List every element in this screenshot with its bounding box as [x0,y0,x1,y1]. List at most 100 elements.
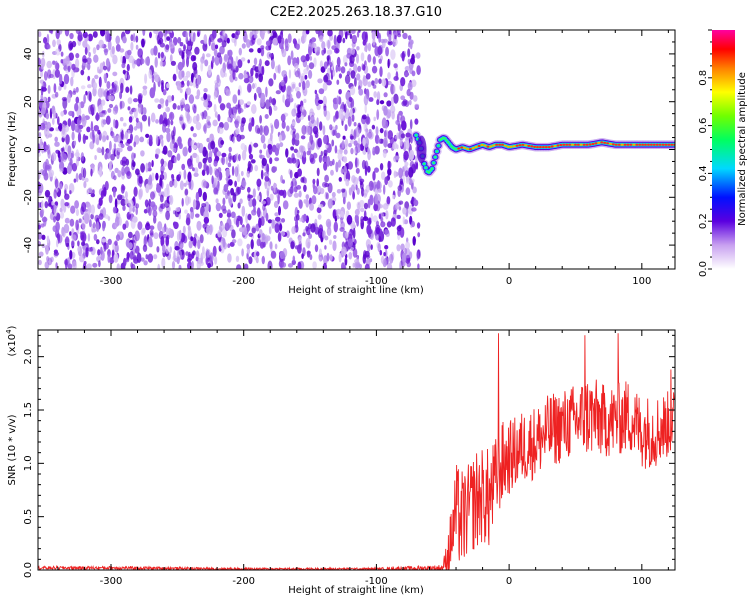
x-tick-label: 0 [506,576,512,587]
noise-blob [310,114,315,124]
noise-blob [321,49,325,56]
noise-blob [94,74,99,80]
noise-blob [59,73,63,85]
noise-blob [128,199,134,208]
noise-blob [320,150,323,157]
noise-blob [192,199,197,210]
noise-blob [258,73,264,83]
noise-blob [118,216,122,226]
noise-blob [414,103,420,108]
noise-blob [394,155,400,160]
noise-blob [225,89,231,97]
noise-blob [273,72,277,81]
noise-blob [324,144,329,149]
signal-track-point [445,139,448,142]
noise-blob [404,161,409,167]
noise-blob [390,105,396,114]
noise-blob [376,180,382,191]
signal-track-core [647,143,650,146]
noise-blob [351,34,358,45]
noise-blob [265,45,271,51]
noise-blob [396,244,401,252]
noise-blob [304,177,307,184]
noise-blob [53,204,57,210]
noise-blob [285,148,289,158]
noise-blob [309,134,314,145]
noise-blob [124,50,130,60]
noise-blob [378,213,382,220]
signal-track-core [661,143,665,146]
noise-blob [77,246,81,252]
noise-blob [71,40,77,48]
noise-blob [316,117,319,128]
signal-track-core [504,144,507,147]
noise-blob [411,79,417,88]
noise-blob [55,91,59,98]
noise-blob [376,109,380,120]
noise-blob [127,129,131,135]
noise-blob [275,216,281,222]
noise-blob [216,151,222,157]
noise-blob [181,197,184,207]
noise-blob [219,222,225,231]
noise-blob [235,55,239,64]
noise-blob [186,80,190,87]
noise-blob [354,261,360,269]
noise-blob [341,246,347,257]
snr-x-axis-label: Height of straight line (km) [288,585,424,596]
noise-blob [45,244,49,255]
noise-blob [89,219,92,228]
noise-blob [220,67,226,78]
signal-track-core [635,143,639,146]
noise-blob [184,103,190,112]
noise-blob [399,178,404,185]
noise-blob [197,161,203,169]
noise-blob [290,241,295,250]
noise-blob [122,69,126,75]
noise-blob [205,150,209,161]
noise-blob [125,86,130,93]
noise-blob [205,115,211,120]
noise-blob [318,99,324,104]
noise-blob [287,263,294,268]
noise-blob [173,250,176,261]
noise-blob [217,171,223,181]
noise-blob [340,217,344,224]
noise-blob [200,56,205,64]
noise-blob [274,223,280,234]
signal-track-core [644,143,647,146]
figure-title: C2E2.2025.263.18.37.G10 [270,5,442,20]
noise-blob [319,35,324,42]
colorbar-gradient [712,30,735,269]
noise-blob [347,161,353,170]
noise-blob [54,141,60,147]
noise-blob [174,257,179,263]
signal-track-core [617,143,621,146]
noise-blob [339,210,345,220]
noise-blob [140,257,145,262]
noise-blob [53,83,57,94]
noise-blob [190,209,195,220]
noise-blob [306,227,311,236]
noise-blob [113,187,116,198]
noise-blob [185,87,192,96]
noise-blob [295,132,300,141]
noise-blob [261,157,267,167]
signal-track-core [515,144,519,147]
noise-blob [317,214,322,220]
x-tick-label: -300 [100,276,123,287]
noise-blob [260,169,264,180]
noise-blob [312,126,319,135]
noise-blob [171,174,174,179]
noise-blob [387,262,393,269]
noise-blob [398,200,404,205]
noise-blob [133,141,136,148]
noise-blob [111,84,117,95]
noise-blob [256,86,262,94]
noise-blob [237,186,241,195]
noise-blob [385,47,389,57]
noise-blob [169,41,175,49]
noise-blob [292,38,297,45]
noise-blob [381,171,386,180]
